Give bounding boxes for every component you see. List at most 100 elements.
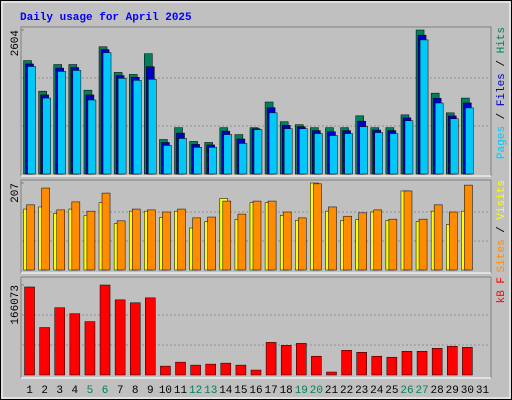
x-tick-label: 5 — [87, 385, 94, 397]
x-tick-label: 29 — [446, 385, 459, 397]
bar — [386, 356, 398, 376]
x-tick-label: 10 — [159, 385, 172, 397]
bar — [329, 135, 338, 175]
bar — [388, 218, 398, 271]
bar — [207, 216, 216, 271]
x-tick-label: 17 — [264, 385, 277, 397]
bar — [56, 209, 65, 271]
bar — [24, 286, 35, 376]
bar — [418, 218, 428, 271]
x-tick-label: 6 — [102, 385, 109, 397]
x-tick-label: 28 — [431, 385, 444, 397]
x-tick-label: 22 — [340, 385, 353, 397]
bar — [222, 200, 232, 271]
bar — [250, 369, 262, 376]
bar — [449, 211, 458, 271]
y-tick-label: 207 — [10, 183, 22, 203]
x-tick-label: 11 — [174, 385, 188, 397]
bar — [192, 217, 201, 271]
bar — [283, 128, 293, 175]
bar — [132, 80, 142, 175]
bar — [296, 343, 307, 376]
bar — [26, 204, 35, 271]
x-tick-label: 14 — [219, 385, 233, 397]
x-tick-label: 24 — [370, 385, 384, 397]
bar — [373, 209, 383, 271]
y-tick-label: 2604 — [10, 30, 22, 57]
bar — [401, 351, 413, 376]
bar — [374, 132, 384, 175]
legend-separator: / — [496, 220, 508, 240]
bar — [87, 99, 97, 175]
bar — [223, 134, 233, 175]
bar — [313, 183, 322, 271]
bar — [84, 321, 96, 376]
bar — [99, 284, 111, 376]
x-tick-label: 19 — [295, 385, 308, 397]
bar — [177, 208, 186, 271]
bar — [311, 355, 322, 376]
x-tick-label: 21 — [325, 385, 339, 397]
x-tick-label: 27 — [415, 385, 428, 397]
bar — [389, 133, 399, 175]
y-tick-label: 166073 — [10, 285, 22, 325]
bar — [148, 79, 157, 175]
x-tick-label: 16 — [249, 385, 262, 397]
bar — [465, 107, 474, 175]
bar — [160, 365, 171, 376]
legend-separator: / — [496, 106, 508, 126]
bar — [282, 211, 292, 271]
bar — [434, 102, 444, 175]
bar — [299, 128, 308, 175]
bar — [358, 212, 367, 271]
x-tick-label: 13 — [204, 385, 217, 397]
bar — [131, 208, 141, 271]
chart-title: Daily usage for April 2025 — [20, 12, 192, 24]
legend: Pages / Files / Hits — [496, 27, 508, 159]
x-tick-label: 7 — [117, 385, 124, 397]
legend: Sites / Visits — [496, 180, 508, 272]
legend-separator: / — [496, 53, 508, 73]
x-tick-label: 31 — [476, 385, 490, 397]
bar — [326, 371, 337, 376]
bar — [371, 355, 383, 376]
bar — [237, 213, 247, 271]
x-tick-label: 25 — [385, 385, 398, 397]
bar — [86, 210, 96, 271]
bar — [359, 126, 368, 175]
bar — [193, 147, 202, 175]
legend: kB F — [496, 277, 508, 303]
bar — [431, 348, 443, 376]
legend-entry: Visits — [496, 180, 508, 220]
bar — [252, 200, 262, 271]
x-tick-label: 26 — [400, 385, 413, 397]
bar — [404, 120, 414, 175]
bar — [220, 362, 232, 376]
bar — [101, 192, 111, 271]
bar — [145, 297, 156, 376]
x-tick-label: 4 — [72, 385, 79, 397]
bar — [253, 129, 263, 175]
x-tick-label: 12 — [189, 385, 202, 397]
bar — [314, 133, 323, 175]
legend-entry: Pages — [496, 126, 508, 159]
bar — [447, 346, 458, 376]
bar — [69, 313, 81, 376]
bar — [175, 361, 186, 376]
x-tick-label: 15 — [234, 385, 247, 397]
bar — [464, 184, 473, 271]
bar — [343, 215, 352, 271]
bar — [433, 204, 443, 271]
bar — [116, 220, 126, 271]
bar — [416, 351, 428, 376]
bar — [71, 201, 81, 271]
bar — [114, 299, 126, 376]
panel — [20, 276, 492, 379]
bar — [450, 118, 459, 175]
bar — [147, 209, 156, 271]
bar — [208, 147, 217, 175]
legend-entry: kB F — [496, 277, 508, 303]
x-tick-label: 8 — [132, 385, 139, 397]
bar — [238, 143, 248, 175]
bar — [267, 200, 277, 271]
